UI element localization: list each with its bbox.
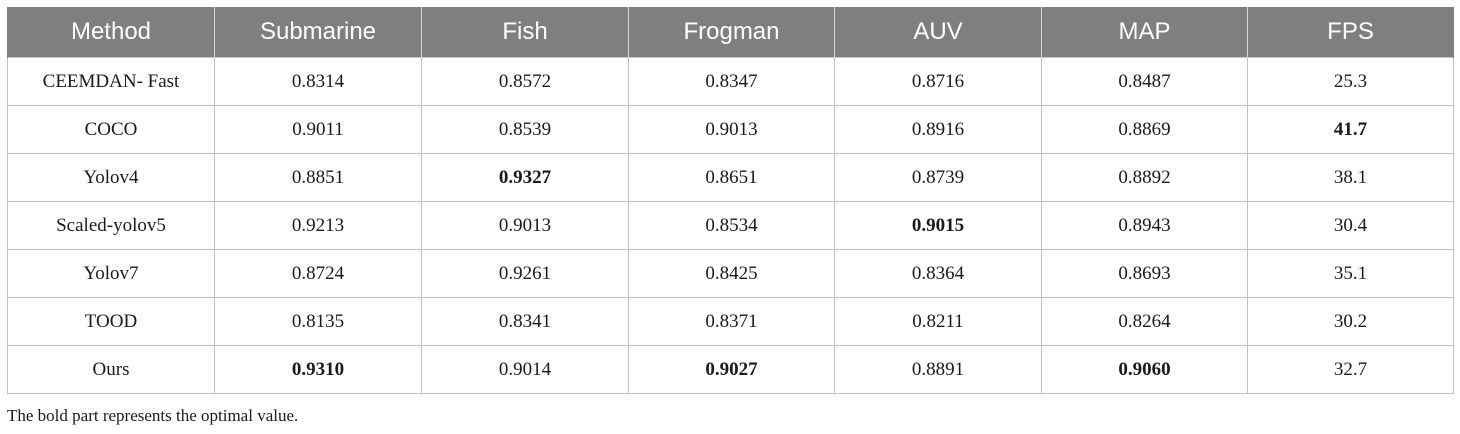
cell-auv: 0.9015 <box>834 201 1042 250</box>
cell-submarine: 0.8135 <box>214 297 422 346</box>
cell-frogman: 0.8425 <box>628 249 835 298</box>
cell-map: 0.8869 <box>1041 105 1248 154</box>
cell-submarine: 0.8724 <box>214 249 422 298</box>
cell-frogman: 0.8371 <box>628 297 835 346</box>
cell-map: 0.8487 <box>1041 57 1248 106</box>
cell-auv: 0.8891 <box>834 345 1042 394</box>
table-row: COCO 0.9011 0.8539 0.9013 0.8916 0.8869 41.7 <box>7 105 1454 154</box>
cell-method: TOOD <box>7 297 215 346</box>
header-submarine: Submarine <box>214 7 422 58</box>
header-auv: AUV <box>834 7 1042 58</box>
cell-frogman: 0.9027 <box>628 345 835 394</box>
cell-map: 0.8943 <box>1041 201 1248 250</box>
cell-auv: 0.8716 <box>834 57 1042 106</box>
header-fps: FPS <box>1247 7 1454 58</box>
table-row: Yolov7 0.8724 0.9261 0.8425 0.8364 0.8693 35.1 <box>7 249 1454 298</box>
table-row: TOOD 0.8135 0.8341 0.8371 0.8211 0.8264 30.2 <box>7 297 1454 346</box>
cell-submarine: 0.8851 <box>214 153 422 202</box>
cell-auv: 0.8739 <box>834 153 1042 202</box>
cell-frogman: 0.8651 <box>628 153 835 202</box>
cell-frogman: 0.8534 <box>628 201 835 250</box>
cell-method: CEEMDAN- Fast <box>7 57 215 106</box>
cell-fps: 25.3 <box>1247 57 1454 106</box>
cell-map: 0.8264 <box>1041 297 1248 346</box>
header-map: MAP <box>1041 7 1248 58</box>
table-row: Yolov4 0.8851 0.9327 0.8651 0.8739 0.8892 38.1 <box>7 153 1454 202</box>
cell-map: 0.8693 <box>1041 249 1248 298</box>
header-row: Method Submarine Fish Frogman AUV MAP FP… <box>7 7 1454 58</box>
table-row: Ours 0.9310 0.9014 0.9027 0.8891 0.9060 32.7 <box>7 345 1454 394</box>
cell-map: 0.9060 <box>1041 345 1248 394</box>
cell-fps: 41.7 <box>1247 105 1454 154</box>
cell-submarine: 0.9213 <box>214 201 422 250</box>
table-header: Method Submarine Fish Frogman AUV MAP FP… <box>7 7 1454 58</box>
cell-method: Yolov4 <box>7 153 215 202</box>
cell-fish: 0.8341 <box>421 297 629 346</box>
cell-auv: 0.8211 <box>834 297 1042 346</box>
results-table-container: Method Submarine Fish Frogman AUV MAP FP… <box>7 7 1454 394</box>
cell-method: Scaled-yolov5 <box>7 201 215 250</box>
header-frogman: Frogman <box>628 7 835 58</box>
cell-fish: 0.8539 <box>421 105 629 154</box>
cell-frogman: 0.8347 <box>628 57 835 106</box>
cell-fish: 0.8572 <box>421 57 629 106</box>
cell-fish: 0.9014 <box>421 345 629 394</box>
results-table: Method Submarine Fish Frogman AUV MAP FP… <box>7 7 1454 394</box>
cell-fish: 0.9013 <box>421 201 629 250</box>
header-method: Method <box>7 7 215 58</box>
cell-fps: 30.4 <box>1247 201 1454 250</box>
cell-method: Ours <box>7 345 215 394</box>
table-row: CEEMDAN- Fast 0.8314 0.8572 0.8347 0.8716 0.8… <box>7 57 1454 106</box>
header-fish: Fish <box>421 7 629 58</box>
cell-submarine: 0.9011 <box>214 105 422 154</box>
cell-submarine: 0.9310 <box>214 345 422 394</box>
cell-auv: 0.8916 <box>834 105 1042 154</box>
cell-fps: 38.1 <box>1247 153 1454 202</box>
cell-frogman: 0.9013 <box>628 105 835 154</box>
cell-method: Yolov7 <box>7 249 215 298</box>
cell-auv: 0.8364 <box>834 249 1042 298</box>
table-body: CEEMDAN- Fast 0.8314 0.8572 0.8347 0.8716 0.8… <box>7 57 1454 394</box>
cell-method: COCO <box>7 105 215 154</box>
cell-map: 0.8892 <box>1041 153 1248 202</box>
cell-submarine: 0.8314 <box>214 57 422 106</box>
cell-fps: 35.1 <box>1247 249 1454 298</box>
cell-fps: 32.7 <box>1247 345 1454 394</box>
cell-fish: 0.9327 <box>421 153 629 202</box>
cell-fps: 30.2 <box>1247 297 1454 346</box>
cell-fish: 0.9261 <box>421 249 629 298</box>
table-footnote: The bold part represents the optimal val… <box>7 406 299 425</box>
table-row: Scaled-yolov5 0.9213 0.9013 0.8534 0.9015 0.8… <box>7 201 1454 250</box>
